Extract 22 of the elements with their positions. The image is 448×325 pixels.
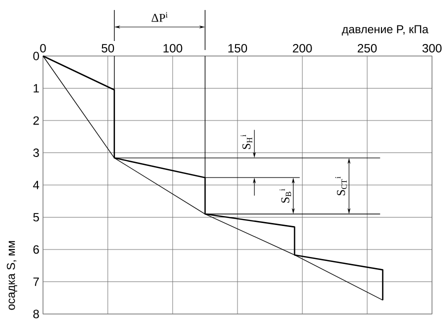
y-tick-label: 8: [33, 310, 39, 318]
y-tick-label: 4: [33, 180, 40, 190]
x-tick-label: 250: [358, 44, 377, 52]
annotation: S$_{В}$i: [280, 188, 292, 203]
annotation: S$_{Н}$i: [240, 134, 252, 149]
y-axis-title: осадка S, мм: [6, 241, 18, 310]
x-tick-label: 100: [164, 44, 182, 52]
y-tick-label: 3: [33, 148, 39, 157]
x-axis-title: давление P, кПа: [342, 25, 428, 36]
y-tick-label: 2: [33, 116, 39, 125]
y-tick-label: 0: [33, 52, 40, 60]
y-tick-label: 7: [33, 278, 39, 286]
y-tick-label: 1: [34, 84, 39, 92]
x-tick-label: 150: [228, 44, 248, 52]
x-tick-label: 50: [102, 44, 114, 52]
y-tick-label: 6: [33, 245, 39, 254]
x-tick-label: 300: [422, 44, 442, 52]
x-tick-label: 200: [292, 44, 312, 52]
y-tick-label: 5: [33, 213, 39, 222]
text: ΔP$^{i}$: [152, 12, 168, 22]
annotation: S$_{СТ}$i: [335, 176, 347, 196]
x-tick-label: 0: [40, 44, 46, 52]
